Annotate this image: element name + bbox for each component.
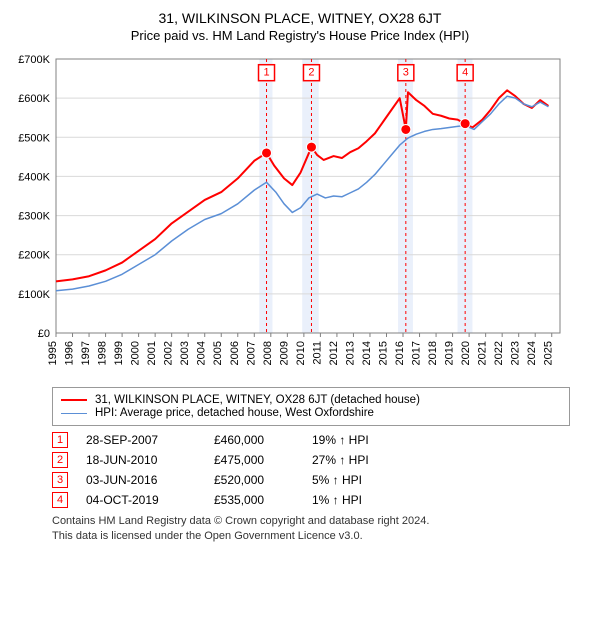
footer-line1: Contains HM Land Registry data © Crown c… <box>52 514 570 529</box>
svg-text:3: 3 <box>403 67 409 79</box>
svg-text:2014: 2014 <box>361 341 373 365</box>
svg-text:2003: 2003 <box>179 341 191 365</box>
svg-text:2011: 2011 <box>311 341 323 365</box>
svg-text:2017: 2017 <box>411 341 423 365</box>
sale-marker: 2 <box>52 452 68 468</box>
sale-pct: 5% ↑ HPI <box>312 473 402 487</box>
svg-text:2005: 2005 <box>212 341 224 365</box>
svg-text:2020: 2020 <box>460 341 472 365</box>
svg-text:£300K: £300K <box>18 211 50 223</box>
sale-date: 04-OCT-2019 <box>86 493 196 507</box>
svg-text:2010: 2010 <box>295 341 307 365</box>
sale-price: £475,000 <box>214 453 294 467</box>
sales-table: 1 28-SEP-2007 £460,000 19% ↑ HPI 2 18-JUN-201… <box>52 432 570 508</box>
svg-text:2021: 2021 <box>477 341 489 365</box>
sale-marker: 1 <box>52 432 68 448</box>
chart-subtitle: Price paid vs. HM Land Registry's House … <box>10 28 590 43</box>
svg-text:2024: 2024 <box>526 341 538 365</box>
svg-text:2022: 2022 <box>493 341 505 365</box>
legend-swatch <box>61 413 87 414</box>
sale-price: £535,000 <box>214 493 294 507</box>
sale-price: £520,000 <box>214 473 294 487</box>
svg-text:2015: 2015 <box>377 341 389 365</box>
chart-svg: £0 £100K £200K £300K £400K £500K £600K £700K 199… <box>10 51 570 381</box>
sale-price: £460,000 <box>214 433 294 447</box>
sale-pct: 27% ↑ HPI <box>312 453 402 467</box>
sale-pct: 19% ↑ HPI <box>312 433 402 447</box>
svg-text:2023: 2023 <box>510 341 522 365</box>
legend-label: 31, WILKINSON PLACE, WITNEY, OX28 6JT (d… <box>95 394 420 406</box>
chart-area: £0 £100K £200K £300K £400K £500K £600K £700K 199… <box>10 51 590 381</box>
svg-text:1: 1 <box>263 67 269 79</box>
svg-text:2009: 2009 <box>278 341 290 365</box>
svg-text:2013: 2013 <box>344 341 356 365</box>
footer-line2: This data is licensed under the Open Gov… <box>52 529 570 544</box>
chart-title: 31, WILKINSON PLACE, WITNEY, OX28 6JT <box>10 10 590 26</box>
sale-marker: 3 <box>52 472 68 488</box>
svg-text:1999: 1999 <box>113 341 125 365</box>
svg-text:2000: 2000 <box>130 341 142 365</box>
svg-text:£500K: £500K <box>18 132 50 144</box>
sale-date: 18-JUN-2010 <box>86 453 196 467</box>
legend-item: HPI: Average price, detached house, West… <box>61 407 561 419</box>
svg-text:2025: 2025 <box>543 341 555 365</box>
legend-swatch <box>61 399 87 401</box>
footer: Contains HM Land Registry data © Crown c… <box>52 514 570 544</box>
svg-text:1997: 1997 <box>80 341 92 365</box>
svg-text:2008: 2008 <box>262 341 274 365</box>
svg-text:£100K: £100K <box>18 289 50 301</box>
svg-text:4: 4 <box>462 67 468 79</box>
sale-marker: 4 <box>52 492 68 508</box>
svg-text:2004: 2004 <box>196 341 208 365</box>
sale-row: 2 18-JUN-2010 £475,000 27% ↑ HPI <box>52 452 570 468</box>
root: 31, WILKINSON PLACE, WITNEY, OX28 6JT Pr… <box>0 0 600 554</box>
svg-text:1998: 1998 <box>97 341 109 365</box>
sale-row: 3 03-JUN-2016 £520,000 5% ↑ HPI <box>52 472 570 488</box>
svg-text:£600K: £600K <box>18 93 50 105</box>
svg-text:2002: 2002 <box>163 341 175 365</box>
svg-text:2018: 2018 <box>427 341 439 365</box>
svg-text:2016: 2016 <box>394 341 406 365</box>
svg-text:2019: 2019 <box>444 341 456 365</box>
legend-label: HPI: Average price, detached house, West… <box>95 407 374 419</box>
svg-text:£200K: £200K <box>18 250 50 262</box>
svg-text:2001: 2001 <box>146 341 158 365</box>
sale-row: 4 04-OCT-2019 £535,000 1% ↑ HPI <box>52 492 570 508</box>
sale-date: 28-SEP-2007 <box>86 433 196 447</box>
svg-text:2012: 2012 <box>328 341 340 365</box>
svg-text:£700K: £700K <box>18 54 50 66</box>
svg-text:2006: 2006 <box>229 341 241 365</box>
sale-pct: 1% ↑ HPI <box>312 493 402 507</box>
svg-text:£0: £0 <box>38 328 50 340</box>
svg-text:2007: 2007 <box>245 341 257 365</box>
svg-text:£400K: £400K <box>18 171 50 183</box>
legend: 31, WILKINSON PLACE, WITNEY, OX28 6JT (d… <box>52 387 570 426</box>
sale-row: 1 28-SEP-2007 £460,000 19% ↑ HPI <box>52 432 570 448</box>
sale-date: 03-JUN-2016 <box>86 473 196 487</box>
svg-text:1995: 1995 <box>47 341 59 365</box>
svg-text:2: 2 <box>308 67 314 79</box>
svg-text:1996: 1996 <box>64 341 76 365</box>
legend-item: 31, WILKINSON PLACE, WITNEY, OX28 6JT (d… <box>61 394 561 406</box>
